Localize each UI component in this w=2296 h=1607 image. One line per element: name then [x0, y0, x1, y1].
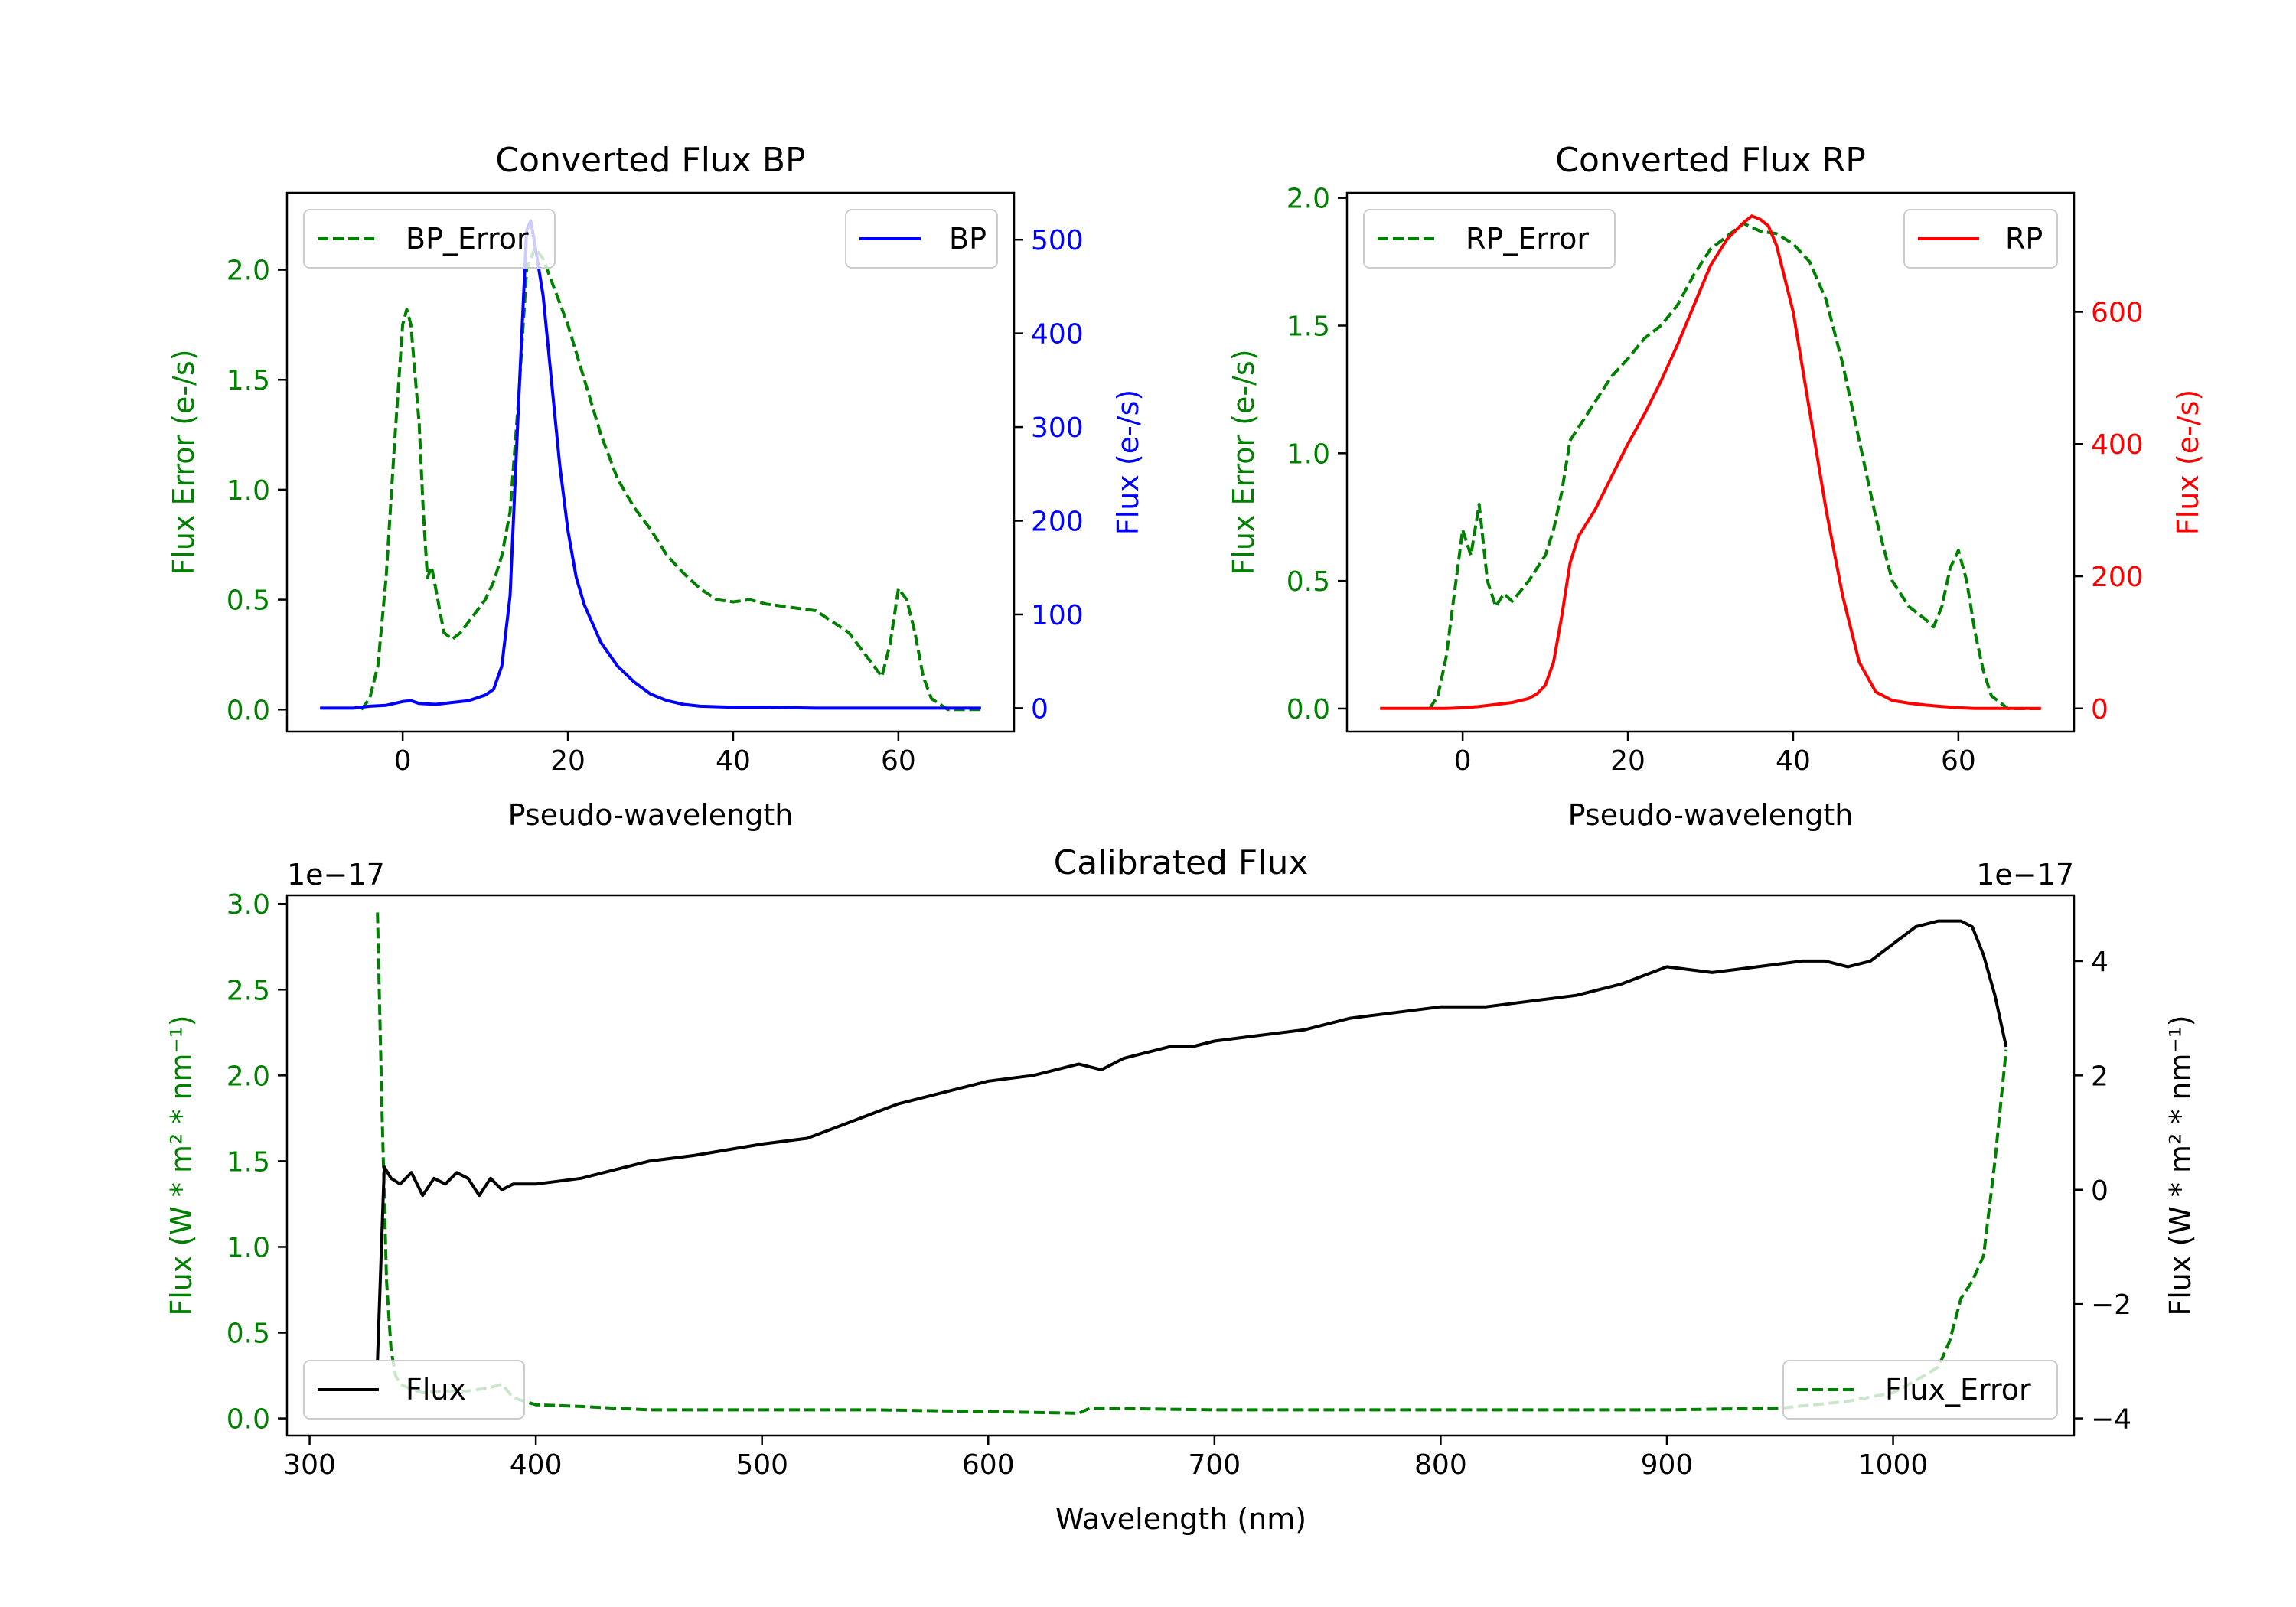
rp-series-rp — [1380, 214, 2041, 710]
cal-xtick-label: 500 — [735, 1449, 788, 1481]
rp-ytick-left-label: 0.0 — [1287, 694, 1330, 725]
cal-ytick-left-label: 2.0 — [227, 1061, 270, 1092]
cal-series-flux — [376, 919, 2008, 1361]
cal-xlabel: Wavelength (nm) — [1055, 1502, 1306, 1536]
rp-legend-error: RP_Error — [1363, 209, 1616, 269]
bp-ytick-left-label: 1.5 — [227, 365, 270, 396]
bp-xtick-label: 20 — [550, 745, 585, 777]
bp-legend-flux-box — [845, 209, 998, 269]
rp-legend-error-label: RP_Error — [1466, 222, 1589, 256]
rp-ylabel-right: Flux (e-/s) — [2171, 390, 2205, 535]
rp-xtick-label: 60 — [1941, 745, 1976, 777]
rp-ytick-left-label: 1.0 — [1287, 438, 1330, 470]
rp-panel: Converted Flux RP 0 20 40 60 0.0 0.5 1.0 1.5 2.0… — [1227, 141, 2205, 832]
rp-legend-error-box — [1363, 209, 1616, 269]
rp-ylabel-left: Flux Error (e-/s) — [1227, 349, 1261, 575]
rp-title: Converted Flux RP — [1555, 141, 1866, 180]
rp-frame — [1345, 191, 2076, 733]
cal-xtick-label: 300 — [283, 1449, 336, 1481]
bp-legend-flux-label: BP — [949, 222, 987, 256]
bp-xtick-label: 40 — [716, 745, 751, 777]
bp-legend-error: BP_Error — [303, 209, 556, 269]
cal-xtick-label: 400 — [510, 1449, 563, 1481]
rp-ytick-right-label: 200 — [2091, 562, 2144, 593]
bp-ytick-right-label: 0 — [1031, 693, 1049, 725]
bp-plot-area — [320, 219, 981, 712]
rp-legend-flux-label: RP — [2005, 222, 2043, 256]
cal-legend-flux-label: Flux — [406, 1373, 466, 1407]
rp-ytick-right-label: 600 — [2091, 297, 2144, 328]
cal-legend-flux-box — [303, 1360, 525, 1420]
cal-xtick-label: 1000 — [1858, 1449, 1929, 1481]
bp-ytick-left-label: 2.0 — [227, 256, 270, 287]
cal-legend-error-label: Flux_Error — [1885, 1373, 2031, 1407]
cal-ytick-right-label: −4 — [2091, 1404, 2131, 1436]
cal-legend-error-box — [1782, 1360, 2058, 1420]
rp-legend-flux: RP — [1903, 209, 2058, 269]
cal-ytick-left-label: 0.0 — [227, 1404, 270, 1436]
cal-legend-error: Flux_Error — [1782, 1360, 2058, 1420]
rp-series-rp-error — [1428, 222, 2041, 710]
bp-ytick-left-label: 0.5 — [227, 585, 270, 617]
rp-ytick-left-label: 0.5 — [1287, 566, 1330, 598]
rp-xtick-label: 40 — [1776, 745, 1811, 777]
cal-ytick-right-label: 4 — [2091, 947, 2108, 978]
cal-ytick-left-label: 2.5 — [227, 975, 270, 1006]
cal-ylabel-left: Flux (W * m² * nm⁻¹) — [165, 1015, 198, 1315]
cal-offset-right: 1e−17 — [1976, 858, 2074, 892]
cal-frame — [285, 894, 2076, 1437]
bp-panel: Converted Flux BP 0 20 40 60 0.0 0.5 1.0 1.5 2.0… — [167, 141, 1145, 832]
bp-ylabel-right: Flux (e-/s) — [1111, 390, 1145, 535]
bp-ylabel-left: Flux Error (e-/s) — [167, 349, 201, 575]
cal-xtick-label: 700 — [1188, 1449, 1241, 1481]
bp-xtick-label: 60 — [881, 745, 916, 777]
bp-ticks: 0 20 40 60 0.0 0.5 1.0 1.5 2.0 0 100 200 300 400 500 — [227, 225, 1084, 777]
bp-xlabel: Pseudo-wavelength — [508, 798, 794, 832]
calibrated-panel: Calibrated Flux 300 400 500 600 700 800 900 100… — [165, 843, 2197, 1536]
bp-ytick-right-label: 100 — [1031, 600, 1084, 631]
rp-legend-flux-box — [1903, 209, 2058, 269]
bp-ytick-left-label: 0.0 — [227, 695, 270, 726]
cal-xtick-label: 800 — [1414, 1449, 1467, 1481]
bp-xtick-label: 0 — [394, 745, 412, 777]
rp-ytick-left-label: 2.0 — [1287, 184, 1330, 215]
bp-ytick-right-label: 300 — [1031, 412, 1084, 444]
cal-ylabel-right: Flux (W * m² * nm⁻¹) — [2164, 1015, 2197, 1315]
bp-legend-flux: BP — [845, 209, 998, 269]
cal-offset-left: 1e−17 — [287, 858, 385, 892]
rp-ytick-left-label: 1.5 — [1287, 311, 1330, 342]
bp-frame — [285, 191, 1016, 733]
bp-ytick-left-label: 1.0 — [227, 475, 270, 507]
cal-xtick-label: 900 — [1641, 1449, 1694, 1481]
bp-legend-error-label: BP_Error — [406, 222, 529, 256]
bp-series-bp — [320, 219, 981, 710]
rp-plot-area — [1380, 214, 2041, 710]
bp-title: Converted Flux BP — [495, 141, 805, 180]
cal-title: Calibrated Flux — [1054, 843, 1309, 882]
rp-ticks: 0 20 40 60 0.0 0.5 1.0 1.5 2.0 0 200 400 600 — [1287, 184, 2144, 777]
bp-ytick-right-label: 400 — [1031, 319, 1084, 350]
cal-ytick-left-label: 1.5 — [227, 1146, 270, 1178]
rp-xtick-label: 0 — [1454, 745, 1472, 777]
cal-ytick-left-label: 3.0 — [227, 889, 270, 921]
cal-ytick-right-label: 2 — [2091, 1061, 2108, 1092]
cal-legend-flux: Flux — [303, 1360, 525, 1420]
bp-legend-error-box — [303, 209, 556, 269]
cal-ytick-right-label: 0 — [2091, 1175, 2108, 1207]
bp-ytick-right-label: 500 — [1031, 225, 1084, 256]
cal-ytick-right-label: −2 — [2091, 1289, 2131, 1321]
cal-ticks: 300 400 500 600 700 800 900 1000 0.0 0.5 1.0 1.5 2.0… — [227, 889, 2131, 1481]
rp-ytick-right-label: 400 — [2091, 429, 2144, 461]
rp-xtick-label: 20 — [1610, 745, 1645, 777]
cal-ytick-left-label: 0.5 — [227, 1319, 270, 1350]
bp-ytick-right-label: 200 — [1031, 507, 1084, 538]
bp-series-bp-error — [360, 246, 981, 712]
rp-ytick-right-label: 0 — [2091, 694, 2108, 725]
cal-xtick-label: 600 — [962, 1449, 1015, 1481]
cal-ytick-left-label: 1.0 — [227, 1232, 270, 1263]
rp-xlabel: Pseudo-wavelength — [1568, 798, 1854, 832]
